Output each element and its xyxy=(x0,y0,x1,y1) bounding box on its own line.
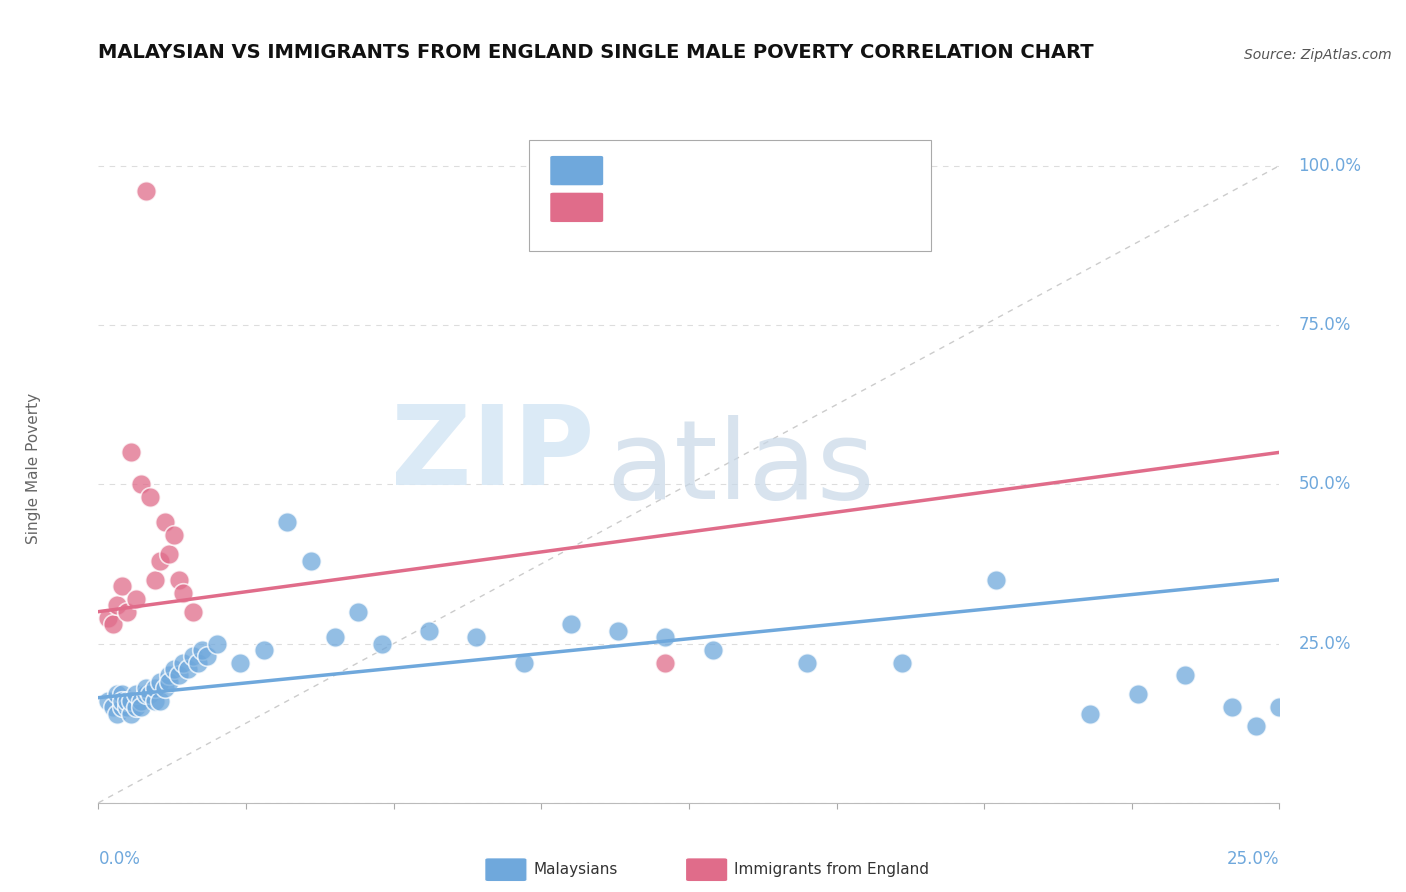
Point xyxy=(101,617,124,632)
Point xyxy=(253,643,276,657)
Point xyxy=(125,688,148,702)
FancyBboxPatch shape xyxy=(485,858,527,881)
Text: R = 0.336: R = 0.336 xyxy=(619,198,716,217)
Point xyxy=(111,579,134,593)
Point xyxy=(702,643,724,657)
Text: ZIP: ZIP xyxy=(391,401,595,508)
Text: atlas: atlas xyxy=(606,415,875,522)
Point xyxy=(157,668,180,682)
Text: Malaysians: Malaysians xyxy=(533,863,617,877)
Point xyxy=(1174,668,1197,682)
Point xyxy=(187,656,209,670)
Text: 100.0%: 100.0% xyxy=(1298,157,1361,175)
Point xyxy=(97,611,120,625)
Point xyxy=(139,490,162,504)
Point xyxy=(654,656,676,670)
Point xyxy=(195,649,218,664)
Point xyxy=(157,674,180,689)
Point xyxy=(347,605,370,619)
Point xyxy=(115,605,138,619)
Point xyxy=(105,706,128,721)
Point xyxy=(167,668,190,682)
Point xyxy=(125,700,148,714)
Point xyxy=(157,547,180,561)
Point xyxy=(101,700,124,714)
Text: 0.0%: 0.0% xyxy=(98,849,141,868)
Point xyxy=(149,674,172,689)
Point xyxy=(135,184,157,198)
Point xyxy=(163,662,186,676)
Point xyxy=(512,656,534,670)
Point xyxy=(560,617,582,632)
Text: 75.0%: 75.0% xyxy=(1298,316,1351,334)
Point xyxy=(153,516,176,530)
Point xyxy=(984,573,1007,587)
Point xyxy=(115,700,138,714)
FancyBboxPatch shape xyxy=(530,141,931,251)
Text: Single Male Poverty: Single Male Poverty xyxy=(25,392,41,544)
Point xyxy=(607,624,630,638)
Point xyxy=(890,656,912,670)
Text: N = 19: N = 19 xyxy=(766,198,834,217)
Point xyxy=(371,636,394,650)
Point xyxy=(1268,700,1291,714)
Point xyxy=(111,688,134,702)
Point xyxy=(111,694,134,708)
FancyBboxPatch shape xyxy=(550,192,605,223)
Point xyxy=(418,624,440,638)
Point xyxy=(796,656,818,670)
Point xyxy=(172,656,194,670)
Point xyxy=(177,662,200,676)
Point xyxy=(125,591,148,606)
Point xyxy=(105,599,128,613)
Point xyxy=(121,445,143,459)
Point xyxy=(97,694,120,708)
Point xyxy=(149,694,172,708)
Point xyxy=(149,554,172,568)
Text: 25.0%: 25.0% xyxy=(1298,634,1351,653)
Point xyxy=(143,573,166,587)
Point xyxy=(129,694,152,708)
Point xyxy=(299,554,322,568)
Point xyxy=(465,630,488,644)
Point xyxy=(121,706,143,721)
Point xyxy=(111,700,134,714)
Point xyxy=(181,649,204,664)
Text: N = 57: N = 57 xyxy=(766,161,834,179)
Point xyxy=(654,630,676,644)
Point xyxy=(172,585,194,599)
Point xyxy=(1080,706,1102,721)
Point xyxy=(167,573,190,587)
FancyBboxPatch shape xyxy=(550,155,605,186)
Point xyxy=(153,681,176,695)
Point xyxy=(1126,688,1149,702)
Text: 25.0%: 25.0% xyxy=(1227,849,1279,868)
Point xyxy=(1220,700,1243,714)
Point xyxy=(205,636,228,650)
Point xyxy=(229,656,252,670)
Point xyxy=(276,516,298,530)
Point xyxy=(121,694,143,708)
Point xyxy=(129,700,152,714)
Point xyxy=(143,681,166,695)
FancyBboxPatch shape xyxy=(685,858,728,881)
Text: Source: ZipAtlas.com: Source: ZipAtlas.com xyxy=(1244,48,1392,62)
Point xyxy=(143,694,166,708)
Point xyxy=(129,477,152,491)
Text: MALAYSIAN VS IMMIGRANTS FROM ENGLAND SINGLE MALE POVERTY CORRELATION CHART: MALAYSIAN VS IMMIGRANTS FROM ENGLAND SIN… xyxy=(98,44,1094,62)
Point xyxy=(1244,719,1267,733)
Point xyxy=(115,694,138,708)
Point xyxy=(139,688,162,702)
Point xyxy=(181,605,204,619)
Point xyxy=(135,681,157,695)
Point xyxy=(191,643,214,657)
Text: 50.0%: 50.0% xyxy=(1298,475,1351,493)
Point xyxy=(323,630,346,644)
Text: Immigrants from England: Immigrants from England xyxy=(734,863,929,877)
Point xyxy=(105,688,128,702)
Point xyxy=(163,528,186,542)
Text: R = 0.195: R = 0.195 xyxy=(619,161,716,179)
Point xyxy=(135,688,157,702)
